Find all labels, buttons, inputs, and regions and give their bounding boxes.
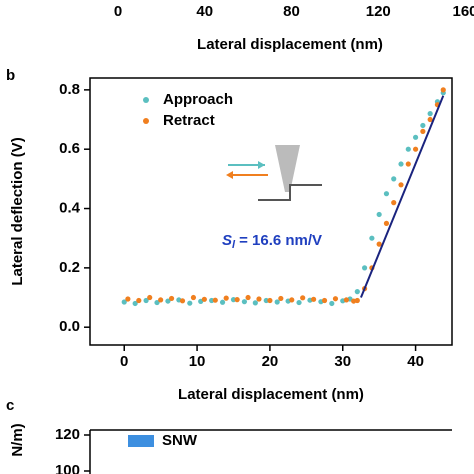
data-point xyxy=(267,297,273,304)
data-point xyxy=(241,299,248,305)
data-point xyxy=(274,299,280,305)
data-point xyxy=(376,241,382,247)
data-point xyxy=(321,297,328,304)
data-point xyxy=(234,297,240,303)
data-point xyxy=(391,200,397,206)
y-tick-label: 0.8 xyxy=(59,81,80,98)
data-point xyxy=(383,191,390,197)
data-point xyxy=(179,298,186,304)
data-point xyxy=(440,87,446,93)
legend-swatch xyxy=(128,435,154,447)
data-point xyxy=(427,111,433,117)
data-point xyxy=(412,146,419,152)
x-tick-label: 80 xyxy=(283,3,300,20)
x-axis-title: Lateral displacement (nm) xyxy=(197,36,383,53)
annotation-subscript: l xyxy=(232,239,236,251)
x-tick-label: 20 xyxy=(262,353,279,370)
y-tick-label: 100 xyxy=(55,462,80,474)
annotation-text: = 16.6 nm/V xyxy=(239,232,322,249)
data-point xyxy=(343,297,349,303)
y-tick-label: 0.4 xyxy=(59,200,81,217)
data-point xyxy=(230,297,237,303)
legend-label: Approach xyxy=(163,91,233,108)
x-tick-label: 0 xyxy=(114,3,122,20)
data-point xyxy=(256,296,262,302)
data-point xyxy=(245,294,251,301)
y-tick-label: 0.6 xyxy=(59,140,80,157)
data-point xyxy=(212,297,218,303)
data-point xyxy=(154,299,160,306)
panel-label: c xyxy=(6,397,14,414)
data-point xyxy=(165,298,171,304)
x-tick-label: 160 xyxy=(452,3,474,20)
data-point xyxy=(376,211,382,218)
x-tick-label: 40 xyxy=(407,353,424,370)
data-point xyxy=(168,295,175,302)
annotation: Sl = 16.6 nm/V xyxy=(222,232,322,251)
data-point xyxy=(420,128,426,134)
panel-label: b xyxy=(6,67,15,84)
x-axis-title: Lateral displacement (nm) xyxy=(178,386,364,403)
x-tick-label: 10 xyxy=(189,353,206,370)
data-point xyxy=(223,295,229,301)
legend-label: SNW xyxy=(162,432,198,449)
data-point xyxy=(125,296,131,302)
data-point xyxy=(412,134,419,140)
x-tick-label: 30 xyxy=(334,353,351,370)
data-point xyxy=(278,295,284,302)
data-point xyxy=(143,297,149,304)
x-tick-label: 40 xyxy=(196,3,213,20)
data-point xyxy=(405,161,411,167)
data-point xyxy=(300,295,306,301)
data-point xyxy=(136,297,142,304)
data-point xyxy=(329,300,335,307)
data-point xyxy=(252,300,258,306)
plot-frame xyxy=(89,77,453,346)
data-point xyxy=(190,294,197,301)
x-tick-label: 120 xyxy=(366,3,391,20)
data-point xyxy=(263,297,269,304)
data-point xyxy=(369,235,375,241)
data-point xyxy=(354,289,360,295)
data-point xyxy=(383,220,390,226)
data-point xyxy=(398,182,404,188)
data-point xyxy=(332,296,339,302)
legend-marker xyxy=(143,97,149,103)
data-point xyxy=(132,300,138,307)
y-axis-title: Lateral deflection (V) xyxy=(9,137,26,285)
data-point xyxy=(391,176,397,182)
tip-icon xyxy=(226,145,322,201)
y-axis-title: N/m) xyxy=(9,423,26,456)
data-point xyxy=(398,161,404,167)
legend-marker xyxy=(143,118,149,124)
data-point xyxy=(201,296,207,302)
data-point xyxy=(121,299,127,305)
data-point xyxy=(187,300,193,306)
data-point xyxy=(296,299,302,306)
data-point xyxy=(311,296,317,302)
data-point xyxy=(289,297,295,303)
data-point xyxy=(219,299,226,305)
data-point xyxy=(420,122,426,129)
data-point xyxy=(361,265,368,271)
data-point xyxy=(354,297,360,304)
y-tick-label: 0.0 xyxy=(59,318,80,335)
legend-label: Retract xyxy=(163,112,215,129)
data-point xyxy=(427,116,433,123)
data-point xyxy=(405,146,411,152)
data-point xyxy=(158,297,164,303)
y-tick-label: 120 xyxy=(55,426,80,443)
data-point xyxy=(147,294,153,301)
annotation-symbol: S xyxy=(222,232,232,249)
x-tick-label: 0 xyxy=(120,353,128,370)
y-tick-label: 0.2 xyxy=(59,259,80,276)
fit-line xyxy=(360,95,445,298)
